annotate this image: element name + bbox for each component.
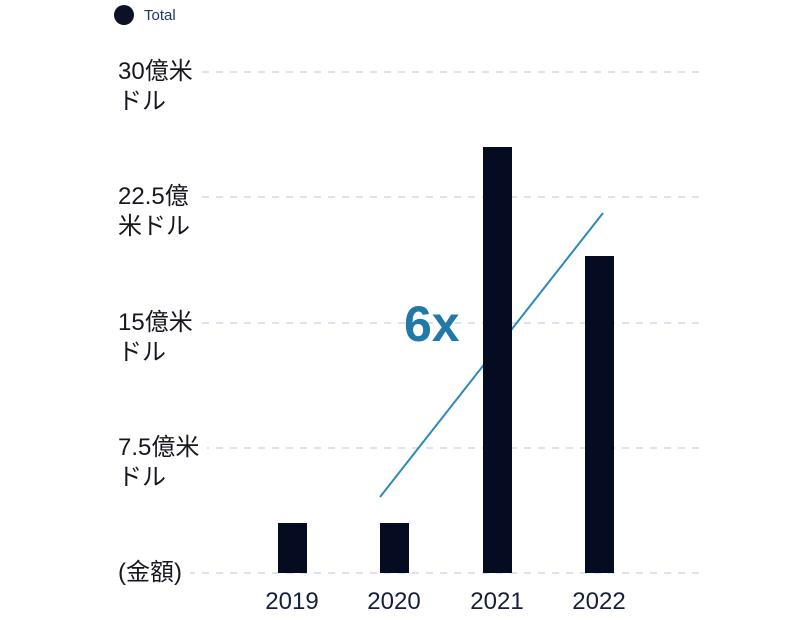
y-tick-label: 15億米 ドル: [118, 307, 201, 368]
y-tick-label-line: 米ドル: [118, 213, 190, 241]
x-tick-label: 2022: [572, 588, 626, 615]
y-tick-label-line: 30億米: [118, 58, 193, 85]
y-tick-label-line: 15億米: [118, 308, 193, 336]
y-tick-label-line: (金額): [118, 559, 182, 586]
x-tick-label: 2019: [265, 588, 319, 615]
gridline: [118, 572, 702, 574]
y-tick-label: 30億米ドル: [118, 57, 201, 117]
x-tick-label: 2021: [470, 588, 524, 615]
bar-2019: [277, 522, 307, 573]
legend-label: Total: [144, 6, 176, 24]
y-tick-label: 7.5億米 ドル: [118, 432, 208, 493]
y-tick-label: (金額): [118, 558, 190, 588]
y-tick-label: 22.5億 米ドル: [118, 182, 198, 243]
bar-2021: [482, 147, 512, 573]
y-tick-label-line: 7.5億米: [118, 433, 200, 461]
gridline: [118, 71, 702, 73]
y-tick-label-line: ドル: [118, 338, 166, 366]
x-tick-label: 2020: [367, 588, 421, 615]
legend[interactable]: Total: [114, 5, 176, 25]
y-tick-label-line: 22.5億: [118, 183, 189, 211]
legend-dot-icon: [114, 5, 134, 25]
growth-annotation: 6x: [404, 296, 460, 352]
bar-2022: [584, 255, 614, 573]
gridline: [118, 196, 702, 199]
y-tick-label-line: ドル: [118, 88, 166, 115]
y-tick-label-line: ドル: [118, 463, 166, 491]
bar-2020: [379, 522, 409, 573]
